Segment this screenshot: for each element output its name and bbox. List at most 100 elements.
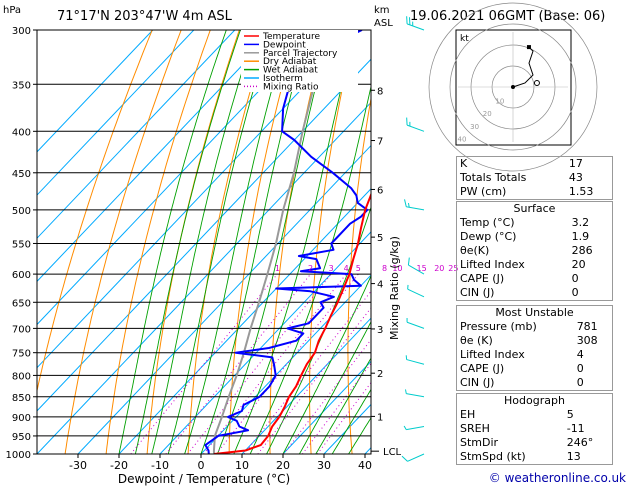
barb-half-flag — [409, 121, 411, 127]
hodograph-unit: kt — [460, 34, 469, 44]
hodograph-row: SREH -11 — [460, 422, 585, 435]
height-tick-label: 3 — [377, 325, 383, 336]
barb-flag — [408, 17, 411, 25]
legend-label: Mixing Ratio — [263, 82, 319, 92]
legend-label: Wet Adiabat — [263, 66, 318, 76]
wet-adiabat-line — [216, 30, 331, 454]
mixing-ratio-axis-label: Mixing Ratio (g/kg) — [388, 236, 401, 340]
datetime-title: 19.06.2021 06GMT (Base: 06) — [410, 9, 605, 24]
pressure-tick-label: 650 — [12, 298, 31, 309]
barb-flag — [401, 455, 408, 462]
mixing-ratio-label: 15 — [417, 264, 427, 273]
wet-adiabat-line — [299, 320, 371, 454]
dry-adiabat-line — [421, 30, 443, 454]
pressure-tick-label: 350 — [12, 80, 31, 91]
barb-half-flag — [406, 317, 408, 323]
barb-staff — [407, 288, 425, 298]
surface-row: CIN (J) 0 — [460, 286, 579, 299]
barb-half-flag — [404, 389, 407, 394]
isotherm-line — [37, 30, 359, 369]
hodograph-ring-label: 20 — [483, 110, 492, 118]
barb-half-flag — [403, 425, 407, 430]
pressure-tick-label: 1000 — [6, 450, 31, 461]
wind-barbs — [401, 16, 425, 462]
temperature-tick-label: 30 — [317, 459, 331, 472]
location-title: 71°17'N 203°47'W 4m ASL — [57, 9, 233, 24]
height-tick-label: 2 — [377, 369, 383, 380]
hodograph-ring-label: 30 — [470, 123, 479, 131]
surface-table: Surface Temp (°C) 3.2 Dewp (°C) 1.9 θe(K) 2… — [456, 201, 613, 301]
surface-row: Dewp (°C) 1.9 — [460, 230, 590, 243]
profile-curves — [204, 30, 371, 454]
isotherm-line — [37, 101, 371, 454]
legend-label: Temperature — [262, 32, 320, 42]
barb-staff — [406, 426, 425, 431]
axes: 1 2 3 4 5 8 10 15 20 2530035040045050055060065070… — [6, 26, 459, 472]
pressure-tick-label: 550 — [12, 239, 31, 250]
background-lines — [37, 30, 443, 454]
km-label: km — [374, 5, 390, 16]
temperature-tick-label: -30 — [69, 459, 87, 472]
height-tick-label: 6 — [377, 185, 383, 196]
barb-flag — [404, 199, 407, 207]
wind-barb — [406, 117, 425, 132]
temperature-tick-label: 20 — [276, 459, 290, 472]
hodograph-row: StmSpd (kt) 13 — [460, 450, 581, 463]
parcel-line — [212, 30, 331, 454]
temperature-tick-label: -10 — [151, 459, 169, 472]
barb-flag — [407, 257, 410, 266]
mixing-ratio-line — [257, 307, 371, 454]
isotherm-line — [37, 30, 318, 326]
pressure-tick-label: 700 — [12, 324, 31, 335]
most-unstable-row: Pressure (mb) 781 — [460, 320, 598, 333]
most-unstable-table: Most Unstable Pressure (mb) 781 θe (K) 308… — [456, 305, 613, 391]
mixing-ratio-label: 10 — [392, 264, 402, 273]
barb-staff — [406, 393, 425, 398]
surface-row: Lifted Index 20 — [460, 258, 586, 271]
temperature-tick-label: 10 — [235, 459, 249, 472]
height-tick-label: 4 — [377, 280, 383, 291]
surface-row: CAPE (J) 0 — [460, 272, 579, 285]
height-tick-label: 8 — [377, 86, 383, 97]
hodograph-row: EH 5 — [460, 408, 574, 421]
hodograph-table: Hodograph EH 5 SREH -11 StmDir 246° StmSpd … — [456, 393, 613, 465]
wind-barb — [407, 284, 425, 298]
surface-header: Surface — [513, 202, 556, 215]
wind-barb — [404, 389, 425, 398]
height-tick-label: 5 — [377, 233, 383, 244]
temperature-tick-label: -20 — [110, 459, 128, 472]
most-unstable-row: Lifted Index 4 — [460, 348, 584, 361]
legend-label: Parcel Trajectory — [263, 49, 338, 59]
barb-half-flag — [407, 203, 410, 208]
hodograph-trace — [512, 46, 534, 88]
isotherm-line — [200, 274, 371, 454]
temperature-tick-label: 40 — [358, 459, 372, 472]
isotherm-line — [37, 58, 371, 412]
pressure-tick-label: 800 — [12, 371, 31, 382]
wind-barb — [401, 453, 425, 462]
mixing-ratio-label: 1 — [275, 264, 280, 273]
wind-barb — [403, 425, 425, 431]
barb-staff — [406, 359, 425, 365]
most-unstable-header: Most Unstable — [495, 306, 574, 319]
plot-frame — [36, 29, 372, 455]
pressure-tick-label: 850 — [12, 393, 31, 404]
pressure-tick-label: 600 — [12, 270, 31, 281]
isotherm-line — [37, 30, 277, 283]
isotherm-line — [37, 30, 195, 196]
lcl-label: LCL — [383, 447, 402, 458]
legend-box — [241, 30, 358, 92]
hpa-label: hPa — [3, 5, 21, 16]
mixing-ratio-line — [130, 273, 278, 454]
hodograph-table-header: Hodograph — [504, 394, 565, 407]
pressure-tick-label: 450 — [12, 169, 31, 180]
barb-staff — [408, 264, 425, 275]
wet-adiabat-line — [118, 30, 227, 454]
legend-label: Dry Adiabat — [263, 57, 317, 67]
most-unstable-row: CIN (J) 0 — [460, 376, 584, 389]
mixing-ratio-label: 20 — [434, 264, 444, 273]
isotherm-line — [159, 231, 371, 454]
temperature-line — [213, 192, 371, 454]
